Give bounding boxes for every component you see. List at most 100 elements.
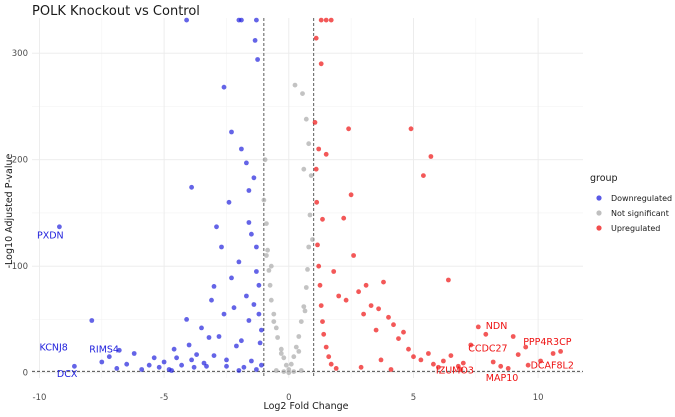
up-point: [376, 306, 381, 312]
ns-point: [291, 354, 297, 360]
down-point: [249, 358, 254, 364]
ns-point: [303, 285, 309, 290]
down-point: [244, 160, 249, 166]
up-point: [314, 199, 320, 205]
up-point: [316, 263, 322, 269]
down-point: [254, 269, 259, 274]
up-point: [331, 269, 337, 274]
up-point: [538, 358, 543, 364]
gene-label-kcnj8: KCNJ8: [40, 342, 68, 353]
down-point: [151, 355, 157, 361]
up-point: [436, 364, 441, 370]
down-point: [252, 38, 258, 43]
up-point: [373, 327, 379, 333]
down-point: [204, 363, 209, 369]
ns-point: [273, 368, 279, 373]
gene-label-pxdn: PXDN: [37, 231, 64, 242]
legend-label-ns: Not significant: [611, 209, 669, 218]
ns-point: [278, 346, 284, 352]
down-point: [231, 305, 237, 311]
down-point: [146, 362, 152, 368]
down-point: [251, 302, 257, 307]
down-point: [229, 275, 234, 281]
down-point: [254, 17, 259, 23]
up-point: [361, 311, 366, 317]
up-point: [483, 331, 489, 337]
y-tick-label: 100: [12, 262, 28, 272]
up-point: [323, 344, 329, 350]
down-point: [239, 17, 244, 23]
ns-point: [302, 308, 308, 314]
gene-label-ppp4r3cp: PPP4R3CP: [523, 337, 572, 348]
down-point: [114, 366, 120, 371]
up-point: [323, 151, 329, 157]
y-axis-ticks: 0 100 200 300: [12, 49, 28, 379]
gene-label-ndn: NDN: [486, 321, 508, 332]
down-point: [255, 57, 260, 62]
x-tick-label: -5: [160, 393, 168, 403]
y-axis-label: -Log10 Adjusted P-value: [4, 153, 15, 268]
ns-point: [303, 116, 309, 122]
up-point: [448, 353, 454, 358]
up-point: [458, 367, 464, 372]
up-point: [318, 17, 324, 23]
grid-lines: [32, 18, 583, 378]
gene-label-izumo3: IZUMO3: [436, 366, 474, 377]
up-point: [346, 126, 351, 132]
down-point: [214, 224, 219, 230]
ns-point: [291, 369, 297, 374]
ns-point: [281, 369, 287, 374]
ns-point: [268, 297, 274, 303]
down-point: [184, 17, 190, 23]
down-point: [174, 355, 180, 361]
ns-point: [265, 247, 270, 253]
down-point: [171, 346, 177, 352]
down-point: [241, 364, 247, 370]
ns-point: [271, 319, 277, 324]
ns-point: [264, 253, 269, 258]
down-point: [189, 357, 195, 363]
up-point: [523, 344, 529, 350]
up-point: [406, 346, 411, 352]
gene-label-ccdc27: CCDC27: [468, 343, 507, 354]
down-point: [221, 311, 227, 317]
down-point: [259, 362, 264, 368]
up-point: [363, 282, 369, 288]
up-point: [401, 329, 406, 335]
up-point: [328, 17, 334, 23]
down-point: [219, 244, 224, 250]
ns-point: [264, 221, 269, 227]
down-point: [156, 364, 162, 370]
up-point: [315, 242, 320, 248]
up-point: [525, 362, 531, 368]
x-tick-label: 10: [533, 393, 544, 403]
down-point: [124, 361, 130, 367]
down-point: [221, 84, 227, 90]
up-point: [460, 360, 466, 366]
ns-point: [283, 362, 289, 368]
up-point: [515, 352, 521, 357]
down-point: [254, 367, 259, 372]
up-point: [396, 336, 401, 341]
up-point: [326, 354, 332, 360]
down-point: [239, 146, 244, 152]
up-point: [411, 354, 416, 360]
ns-point: [306, 141, 312, 147]
up-point: [318, 61, 324, 67]
gene-label-map10: MAP10: [486, 373, 519, 384]
down-point: [209, 297, 214, 303]
down-point: [99, 359, 105, 365]
gene-labels: PXDN KCNJ8 RIMS4 DCX NDN PPP4R3CP CCDC27 DCAF8L…: [37, 231, 574, 385]
ns-point: [266, 268, 272, 273]
down-point: [191, 364, 197, 370]
up-point: [318, 303, 324, 308]
y-tick-label: 300: [12, 49, 28, 59]
ns-point: [292, 82, 298, 88]
ns-point: [273, 325, 279, 331]
ns-point: [298, 368, 304, 373]
down-point: [186, 342, 192, 348]
legend: group Downregulated Not significant Upregu…: [590, 173, 672, 233]
x-tick-label: -10: [33, 393, 47, 403]
down-point: [189, 184, 195, 190]
